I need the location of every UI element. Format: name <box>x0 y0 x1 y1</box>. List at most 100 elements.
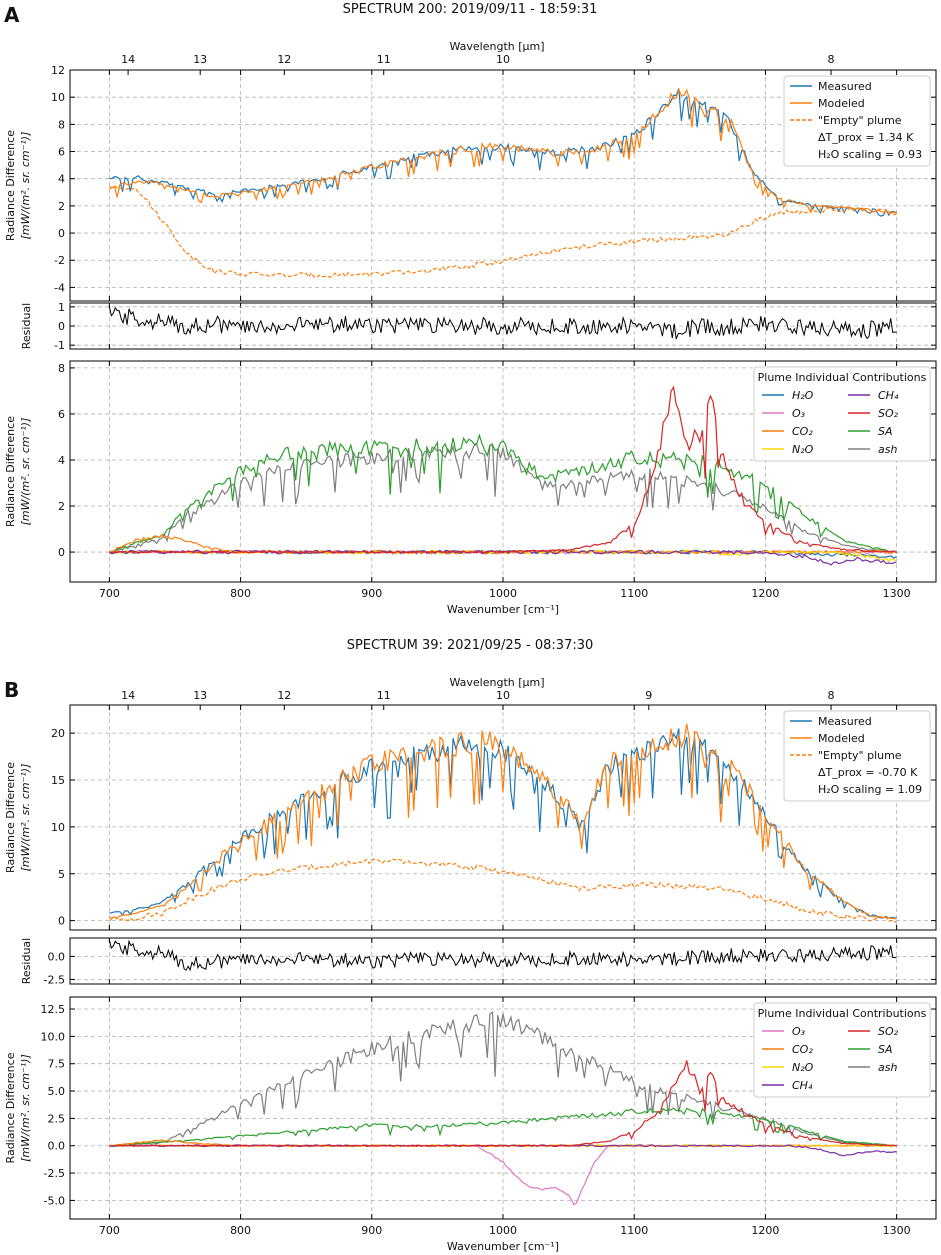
panel-b-contrib-ylabel: Radiance Difference <box>4 1052 17 1163</box>
panel-b-main-ylabel: Radiance Difference <box>4 762 17 873</box>
panel-a-main-ylabel: Radiance Difference <box>4 130 17 241</box>
panel-a-contrib-ylabel-units: [mW/(m². sr. cm⁻¹)] <box>19 418 32 526</box>
panel-a-main-ytick-label: 2 <box>58 200 65 213</box>
panel-a-wavelength-tick: 10 <box>496 53 510 66</box>
panel-a-legend-label: Modeled <box>818 97 865 110</box>
panel-b-wavelength-tick: 13 <box>193 689 207 702</box>
panel-b-residual-grid: -2.5 0.0 <box>44 938 936 986</box>
panel-a-residual-grid: -1 0 1 <box>54 301 936 352</box>
panel-a-wavelength-tick: 11 <box>377 53 391 66</box>
panel-b-xtick-label: 900 <box>361 1224 382 1237</box>
panel-b-contrib-legend-label: CH₄ <box>792 1079 813 1092</box>
panel-a-residual-line <box>108 306 897 340</box>
panel-a-contrib-legend-title: Plume Individual Contributions <box>758 371 927 384</box>
panel-b-wavelength-tick: 12 <box>277 689 291 702</box>
panel-a-main-ytick-label: 12 <box>51 64 65 77</box>
panel-b-main-ytick-label: 20 <box>51 727 65 740</box>
panel-a-wavelength-tick: 8 <box>828 53 835 66</box>
panel-a-contrib-ytick-label: 2 <box>58 500 65 513</box>
panel-a-contrib-ytick-label: 4 <box>58 454 65 467</box>
panel-a-main-ytick-label: 6 <box>58 146 65 159</box>
panel-a-contrib-legend-label: SA <box>878 425 893 438</box>
panel-b-contrib-legend <box>753 1002 931 1098</box>
panel-b-main-frame <box>69 704 937 931</box>
panel-b-wavelength-tick: 9 <box>645 689 652 702</box>
panel-a-main-legend <box>783 75 931 167</box>
panel-a-legend-label: Measured <box>818 80 872 93</box>
panel-b-main-ylabel-units: [mW/(m². sr. cm⁻¹)] <box>19 764 32 872</box>
panel-b-contrib-ytick-label: 12.5 <box>41 1003 66 1016</box>
panel-a-contrib-ytick-label: 8 <box>58 362 65 375</box>
panel-b-title: SPECTRUM 39: 2021/09/25 - 08:37:30 <box>347 638 594 653</box>
panel-a-contrib-legend-label: CO₂ <box>792 425 813 438</box>
panel-b-xlabel: Wavenumber [cm⁻¹] <box>447 1240 559 1253</box>
panel-b-contrib-ytick-label: 2.5 <box>48 1112 66 1125</box>
panel-a-contrib-ylabel: Radiance Difference <box>4 416 17 527</box>
panel-a-xtick-label: 700 <box>99 587 120 600</box>
panel-a-contrib-sa <box>109 433 897 553</box>
panel-b-legend-label: Modeled <box>818 732 865 745</box>
panel-a-wavelength-tick: 14 <box>121 53 135 66</box>
panel-b-wavelength-tick: 10 <box>496 689 510 702</box>
panel-b-xtick-label: 1100 <box>620 1224 648 1237</box>
panel-b-contrib-ytick-label: 0.0 <box>48 1140 66 1153</box>
panel-a-letter: A <box>4 3 20 27</box>
panel-b-wavelength-label: Wavelength [μm] <box>449 676 544 689</box>
panel-b-xtick-label: 800 <box>230 1224 251 1237</box>
panel-a-xtick-label: 1100 <box>620 587 648 600</box>
panel-a-title: SPECTRUM 200: 2019/09/11 - 18:59:31 <box>343 2 598 17</box>
panel-b-contrib-so2 <box>109 1060 897 1147</box>
panel-a-residual-ytick-label: -1 <box>54 339 65 352</box>
panel-a-contrib-ash <box>109 443 897 553</box>
panel-a-wavelength-tick: 12 <box>277 53 291 66</box>
panel-a-xtick-label: 1300 <box>883 587 911 600</box>
panel-b-contrib-legend-label: SO₂ <box>878 1025 899 1038</box>
panel-a-contrib-legend-label: SO₂ <box>878 407 899 420</box>
panel-a-contrib-legend <box>753 366 931 462</box>
panel-b-contrib-legend-label: N₂O <box>792 1061 814 1074</box>
panel-a-contrib-legend-label: ash <box>878 443 897 456</box>
panel-a-xtick-label: 1000 <box>489 587 517 600</box>
panel-a-xtick-label: 900 <box>361 587 382 600</box>
panel-b-main-ytick-label: 15 <box>51 774 65 787</box>
panel-b-contrib-legend-label: SA <box>878 1043 893 1056</box>
panel-b-contrib-legend-title: Plume Individual Contributions <box>758 1007 927 1020</box>
panel-b-residual-ylabel: Residual <box>20 938 33 984</box>
panel-a-legend-label: "Empty" plume <box>818 114 902 127</box>
panel-a-contrib-legend-label: CH₄ <box>878 389 899 402</box>
panel-a-contrib-frame <box>69 360 937 583</box>
panel-b-contrib-ytick-label: 5.0 <box>48 1085 66 1098</box>
panel-a-main-ytick-label: 0 <box>58 227 65 240</box>
panel-b-series-empty-plume <box>109 858 897 923</box>
panel-a-xtick-label: 800 <box>230 587 251 600</box>
panel-b-main-ytick-label: 10 <box>51 821 65 834</box>
panel-a-contrib-legend-label: H₂O <box>792 389 814 402</box>
panel-b-contrib-legend-label: CO₂ <box>792 1043 813 1056</box>
panel-b-xtick-label: 1300 <box>883 1224 911 1237</box>
panel-b-contrib-sa <box>109 1107 897 1147</box>
panel-a-residual-ylabel: Residual <box>20 303 33 349</box>
panel-b-residual-ytick-label: 0.0 <box>48 950 66 963</box>
panel-b-main-ytick-label: 0 <box>58 915 65 928</box>
panel-b-xtick-label: 1200 <box>751 1224 779 1237</box>
panel-b-xtick-label: 700 <box>99 1224 120 1237</box>
panel-a-xlabel: Wavenumber [cm⁻¹] <box>447 603 559 616</box>
panel-b-contrib-legend-label: ash <box>878 1061 897 1074</box>
panel-b-xtick-label: 1000 <box>489 1224 517 1237</box>
panel-b-main-legend <box>783 710 931 802</box>
panel-a-main-frame <box>69 69 937 302</box>
panel-b-wavelength-tick: 11 <box>377 689 391 702</box>
panel-b-legend-label: Measured <box>818 715 872 728</box>
panel-b-main-ytick-label: 5 <box>58 868 65 881</box>
panel-a-contrib-ytick-label: 6 <box>58 408 65 421</box>
panel-b-letter: B <box>4 678 19 702</box>
panel-a-main-ytick-label: 10 <box>51 91 65 104</box>
panel-a-main-ytick-label: 4 <box>58 173 65 186</box>
panel-b-contrib-ytick-label: 10.0 <box>41 1030 66 1043</box>
panel-b-wavelength-tick: 8 <box>828 689 835 702</box>
panel-b-contrib-ytick-label: -5.0 <box>44 1194 65 1207</box>
panel-a-series-modeled <box>109 87 897 214</box>
panel-b-residual-line <box>108 939 897 972</box>
panel-b-contrib-ash <box>109 1010 897 1147</box>
